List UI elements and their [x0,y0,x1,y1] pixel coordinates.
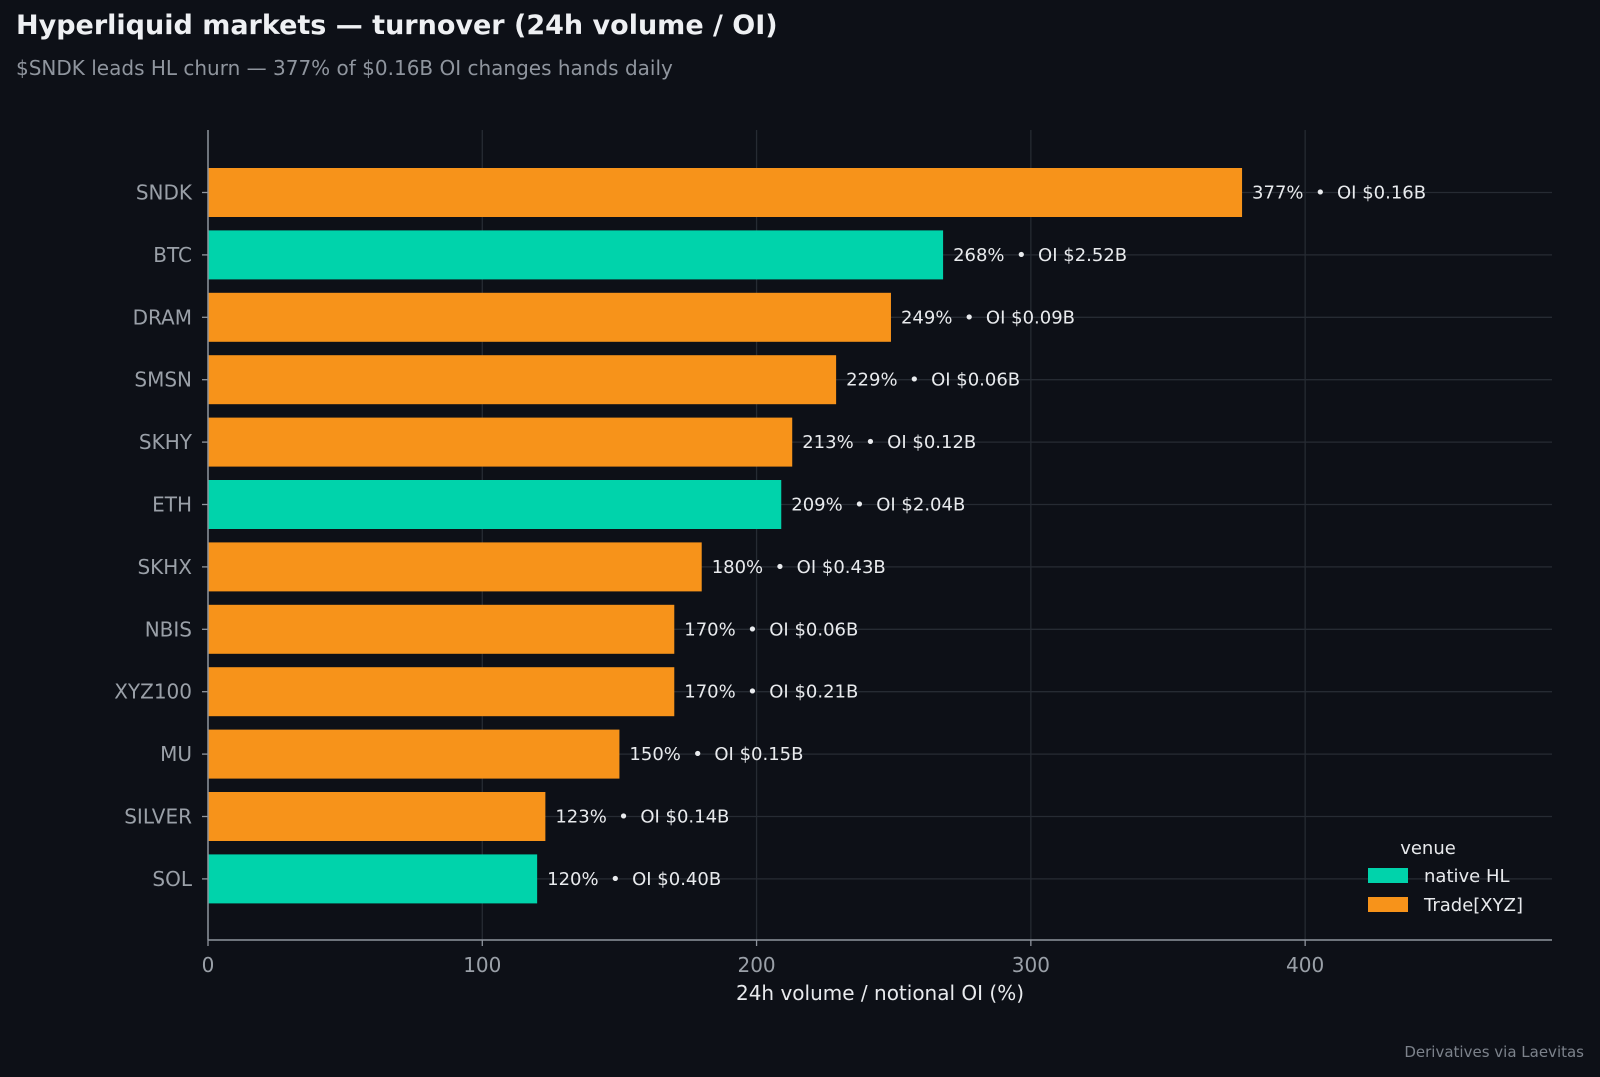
y-tick-label-skhy: SKHY [139,430,193,454]
x-axis-title: 24h volume / notional OI (%) [736,981,1024,1005]
bar-xyz100 [208,667,675,717]
y-tick-label-sol: SOL [152,867,192,891]
bar-btc [208,230,944,280]
bar-value-label: 170% • OI $0.06B [684,619,858,640]
bar-sndk [208,168,1243,217]
y-tick-label-dram: DRAM [133,305,192,329]
bar-value-label: 123% • OI $0.14B [555,807,729,828]
y-tick-label-mu: MU [160,742,192,766]
chart-title: Hyperliquid markets — turnover (24h volu… [16,10,778,41]
bar-silver [208,792,546,841]
bars [208,168,1243,904]
bar-value-label: 377% • OI $0.16B [1252,183,1426,204]
bar-value-label: 170% • OI $0.21B [684,682,858,703]
legend-entry-label: native HL [1424,866,1510,887]
axes: 0 100 200 300 400 SNDK BTC DRAM SMSN SKHY ETH SKHX N… [114,130,1552,1005]
bar-value-label: 229% • OI $0.06B [846,370,1020,391]
bar-eth [208,480,782,529]
y-tick-label-sndk: SNDK [136,181,193,205]
bar-value-label: 209% • OI $2.04B [791,495,965,516]
x-tick-label: 300 [1012,953,1050,977]
credit-text: Derivatives via Laevitas [1404,1043,1584,1061]
bar-skhx [208,542,702,592]
bar-value-label: 249% • OI $0.09B [901,307,1075,328]
y-tick-label-nbis: NBIS [145,617,192,641]
y-tick-label-skhx: SKHX [137,555,192,579]
bar-smsn [208,355,837,405]
y-tick-label-eth: ETH [152,493,192,517]
bar-value-label: 120% • OI $0.40B [547,869,721,890]
legend-title: venue [1400,838,1456,859]
y-tick-label-xyz100: XYZ100 [114,680,192,704]
bar-value-label: 268% • OI $2.52B [953,245,1127,266]
bar-value-label: 180% • OI $0.43B [712,557,886,578]
y-tick-label-silver: SILVER [124,805,192,829]
bar-nbis [208,604,675,654]
bar-sol [208,854,538,904]
legend-swatch [1368,868,1408,883]
x-tick-label: 0 [202,953,215,977]
bar-value-label: 150% • OI $0.15B [629,744,803,765]
bar-labels: 377% • OI $0.16B 268% • OI $2.52B 249% • O… [547,183,1426,890]
chart-subtitle: $SNDK leads HL churn — 377% of $0.16B OI… [16,56,673,80]
legend-entry-label: Trade[XYZ] [1423,895,1523,916]
bar-dram [208,292,891,342]
bar-mu [208,729,620,779]
legend-swatch [1368,897,1408,912]
bar-skhy [208,417,793,467]
x-tick-label: 100 [463,953,501,977]
bar-value-label: 213% • OI $0.12B [802,432,976,453]
x-tick-label: 200 [737,953,775,977]
y-tick-label-smsn: SMSN [134,368,192,392]
y-tick-label-btc: BTC [153,243,192,267]
legend[interactable]: venue native HL Trade[XYZ] [1368,838,1523,916]
x-tick-label: 400 [1286,953,1324,977]
